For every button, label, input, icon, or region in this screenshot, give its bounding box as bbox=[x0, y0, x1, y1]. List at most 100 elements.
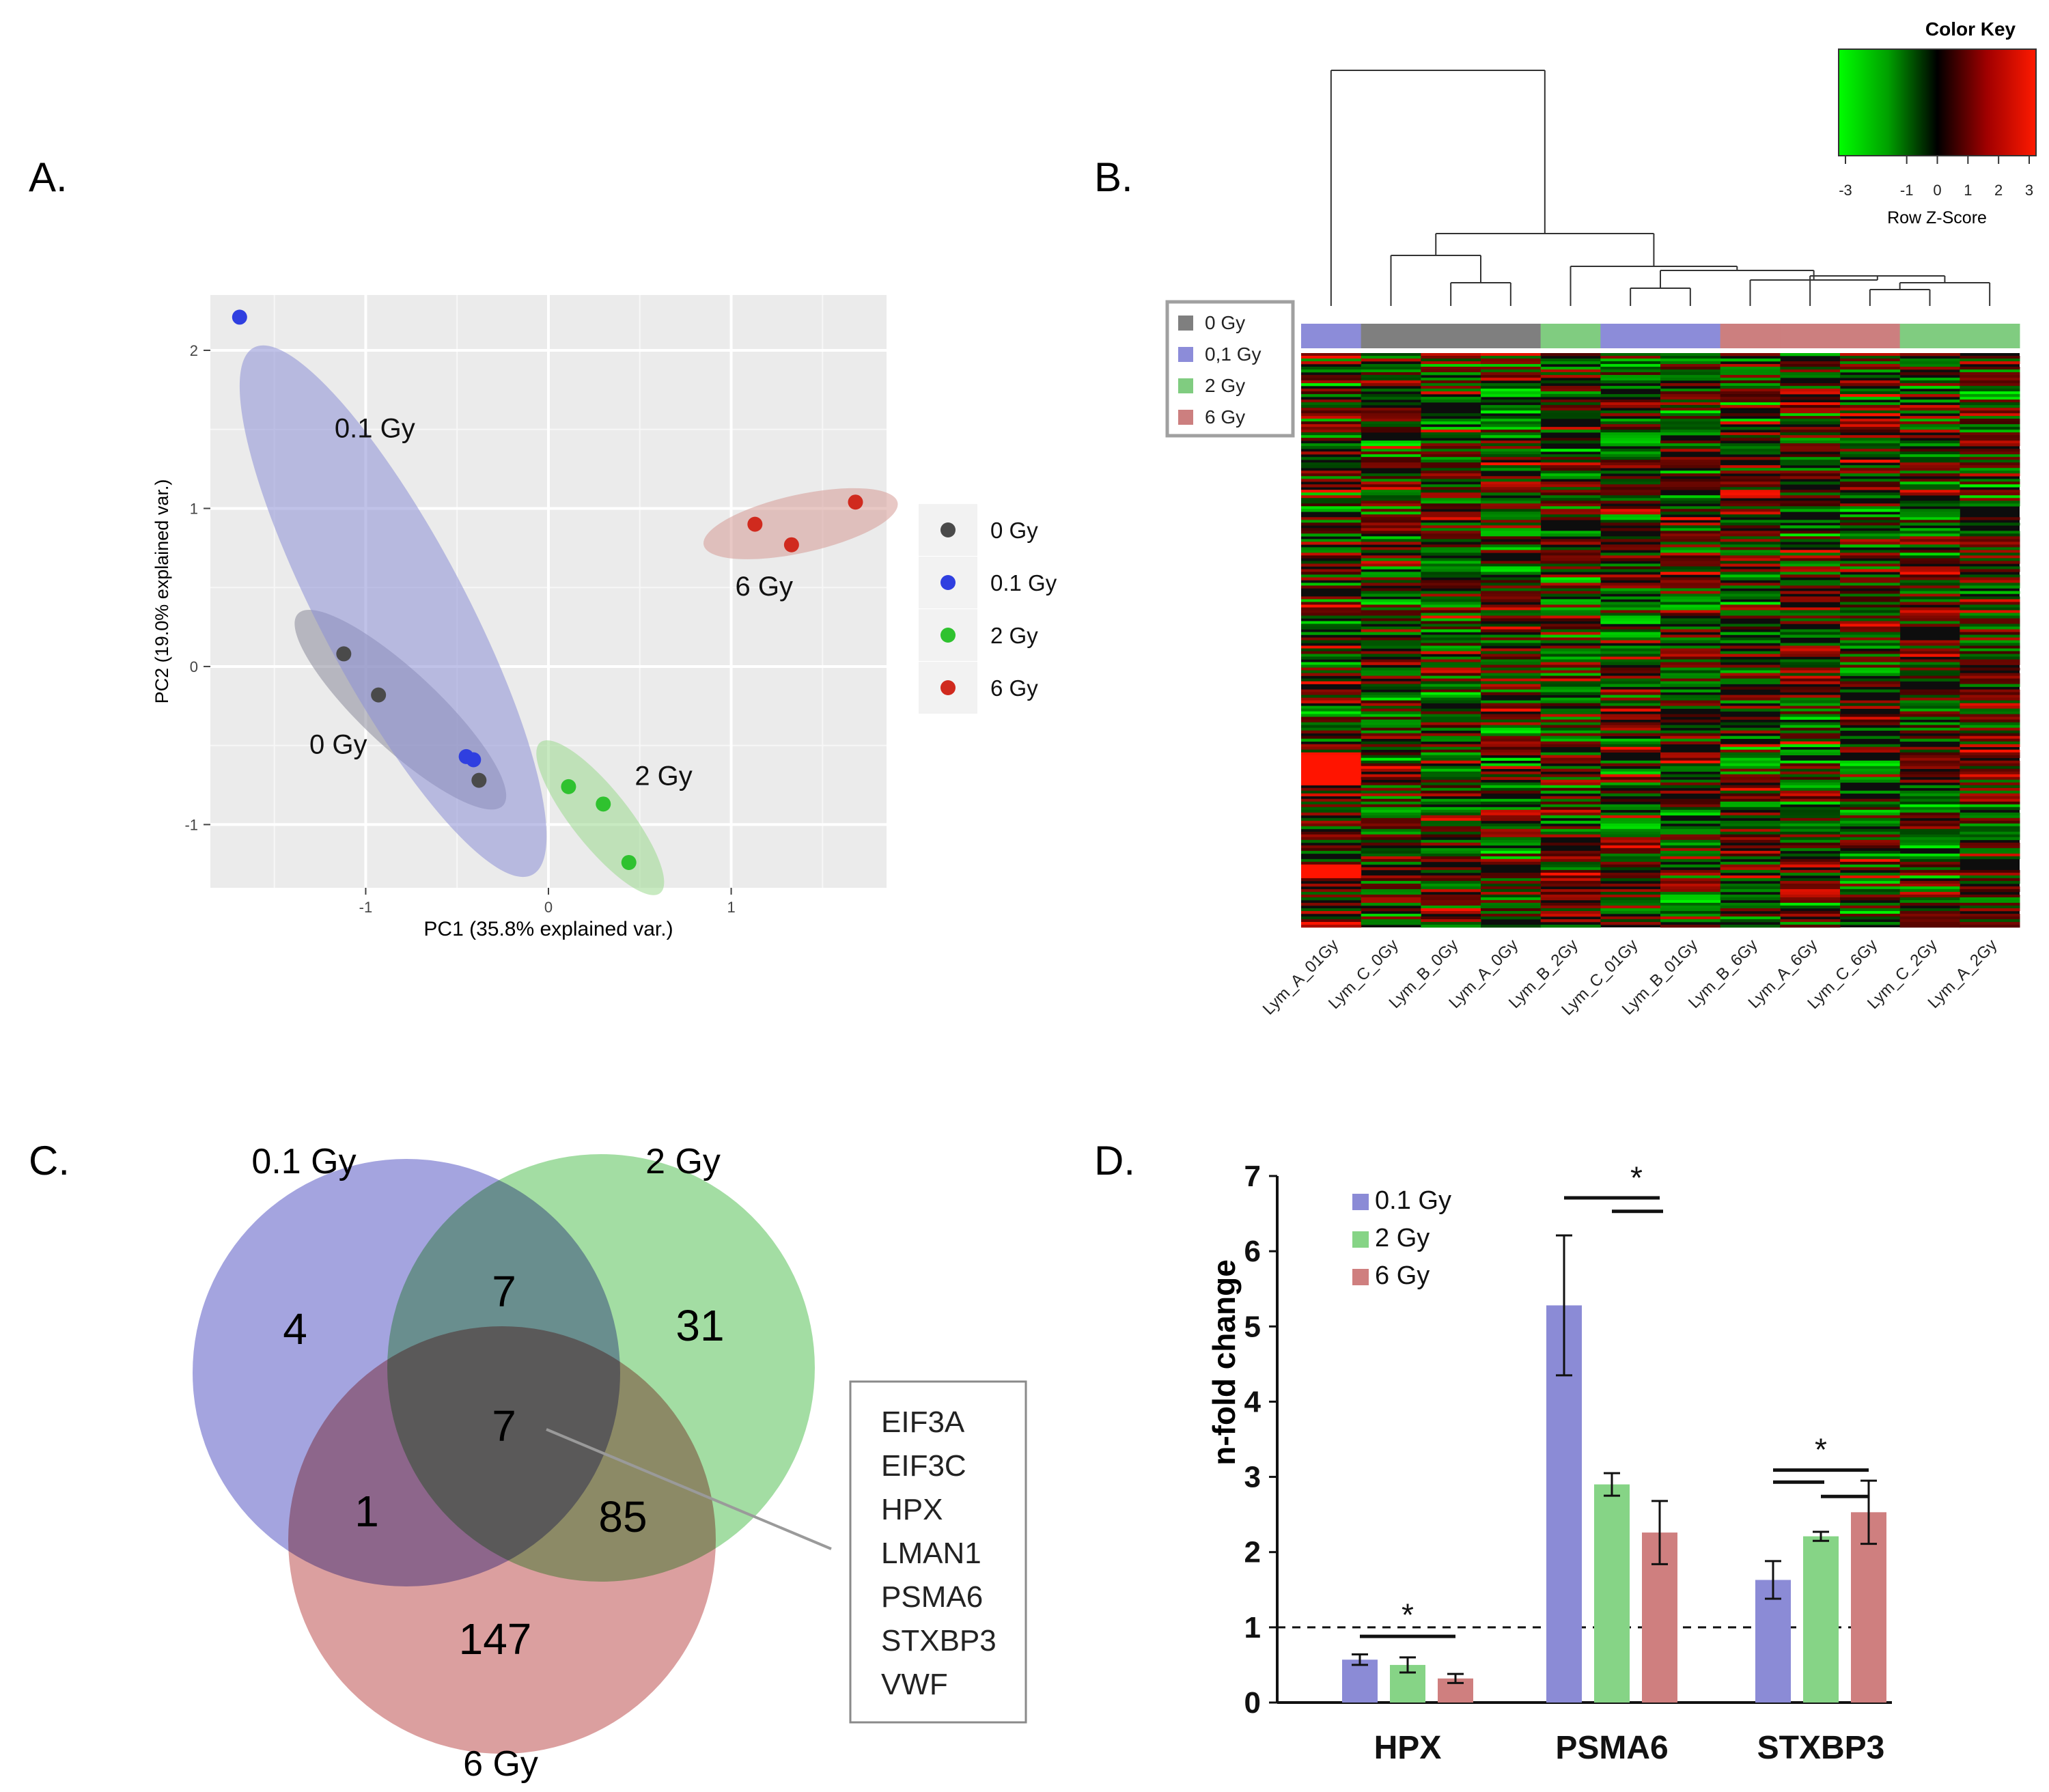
heatmap-cell bbox=[1960, 359, 2020, 362]
heatmap-cell bbox=[1481, 809, 1542, 813]
heatmap-cell bbox=[1540, 465, 1601, 468]
heatmap-legend-label: 6 Gy bbox=[1205, 406, 1245, 428]
heatmap-cell bbox=[1421, 916, 1481, 920]
heatmap-cell bbox=[1361, 888, 1421, 893]
heatmap-cell bbox=[1540, 888, 1601, 893]
heatmap-cell bbox=[1301, 359, 1362, 362]
heatmap-cell bbox=[1301, 615, 1362, 619]
heatmap-cell bbox=[1540, 673, 1601, 676]
heatmap-cell bbox=[1301, 495, 1362, 499]
venn-count-2gy-6gy: 85 bbox=[598, 1492, 647, 1541]
heatmap-cell bbox=[1481, 771, 1542, 775]
heatmap-cell bbox=[1481, 858, 1542, 863]
heatmap-cell bbox=[1899, 465, 1960, 468]
heatmap-cell bbox=[1600, 460, 1661, 463]
heatmap-cell bbox=[1960, 727, 2020, 731]
heatmap-cell bbox=[1421, 886, 1481, 890]
heatmap-cell bbox=[1540, 686, 1601, 690]
heatmap-cell bbox=[1600, 684, 1661, 687]
heatmap-cell bbox=[1780, 599, 1841, 602]
heatmap-cell bbox=[1960, 845, 2020, 849]
heatmap-cell bbox=[1361, 367, 1421, 370]
heatmap-cell bbox=[1481, 902, 1542, 906]
heatmap-cell bbox=[1540, 796, 1601, 800]
heatmap-cell bbox=[1840, 495, 1901, 499]
heatmap-cell bbox=[1960, 654, 2020, 657]
heatmap-cell bbox=[1840, 888, 1901, 893]
heatmap-cell bbox=[1600, 708, 1661, 712]
heatmap-cell bbox=[1660, 599, 1721, 602]
heatmap-cell bbox=[1361, 736, 1421, 739]
heatmap-cell bbox=[1720, 353, 1781, 356]
heatmap-cell bbox=[1301, 410, 1362, 414]
heatmap-cell bbox=[1361, 867, 1421, 871]
venn-set-label-6gy: 6 Gy bbox=[463, 1744, 538, 1784]
heatmap-cell bbox=[1481, 544, 1542, 548]
heatmap-cell bbox=[1540, 380, 1601, 384]
heatmap-cell bbox=[1720, 727, 1781, 731]
heatmap-cell bbox=[1540, 367, 1601, 370]
heatmap-cell bbox=[1600, 471, 1661, 474]
heatmap-cell bbox=[1780, 490, 1841, 493]
heatmap-cell bbox=[1361, 902, 1421, 906]
heatmap-cell bbox=[1481, 547, 1542, 550]
heatmap-cell bbox=[1301, 801, 1362, 805]
heatmap-cell bbox=[1960, 807, 2020, 811]
heatmap-cell bbox=[1301, 722, 1362, 725]
heatmap-cell bbox=[1361, 856, 1421, 860]
heatmap-cell bbox=[1720, 760, 1781, 764]
heatmap-cell bbox=[1540, 476, 1601, 479]
heatmap-cell bbox=[1899, 730, 1960, 733]
heatmap-cell bbox=[1720, 837, 1781, 841]
heatmap-cell bbox=[1540, 744, 1601, 747]
heatmap-cell bbox=[1421, 686, 1481, 690]
heatmap-cell bbox=[1481, 640, 1542, 643]
heatmap-cell bbox=[1540, 563, 1601, 567]
heatmap-cell bbox=[1481, 512, 1542, 515]
heatmap-cell bbox=[1780, 837, 1841, 841]
heatmap-cell bbox=[1540, 689, 1601, 692]
heatmap-cell bbox=[1899, 823, 1960, 827]
heatmap-cell bbox=[1481, 815, 1542, 819]
heatmap-cell bbox=[1361, 839, 1421, 843]
heatmap-cell bbox=[1600, 648, 1661, 652]
bar-category-psma6: PSMA6 bbox=[1555, 1730, 1668, 1766]
heatmap-cell bbox=[1840, 604, 1901, 608]
heatmap-cell bbox=[1720, 438, 1781, 441]
heatmap-cell bbox=[1720, 796, 1781, 800]
heatmap-cell bbox=[1840, 768, 1901, 772]
heatmap-cell bbox=[1481, 522, 1542, 526]
heatmap-group-bar-lym-b-01gy bbox=[1660, 324, 1721, 348]
heatmap-cell bbox=[1720, 826, 1781, 830]
heatmap-cell bbox=[1780, 607, 1841, 611]
heatmap-cell bbox=[1481, 703, 1542, 706]
panel-label-c: C. bbox=[29, 1138, 70, 1184]
heatmap-cell bbox=[1600, 359, 1661, 362]
heatmap-cell bbox=[1780, 413, 1841, 417]
heatmap-cell bbox=[1421, 908, 1481, 912]
heatmap-cell bbox=[1421, 610, 1481, 613]
heatmap-cell bbox=[1960, 473, 2020, 477]
heatmap-cell bbox=[1660, 689, 1721, 692]
heatmap-cell bbox=[1361, 492, 1421, 496]
heatmap-cell bbox=[1361, 785, 1421, 789]
heatmap-cell bbox=[1481, 689, 1542, 692]
heatmap-cell bbox=[1840, 823, 1901, 827]
heatmap-cell bbox=[1899, 828, 1960, 832]
heatmap-cell bbox=[1840, 812, 1901, 816]
heatmap-cell bbox=[1421, 782, 1481, 786]
heatmap-group-bar-lym-c-6gy bbox=[1840, 324, 1901, 348]
heatmap-cell bbox=[1720, 823, 1781, 827]
heatmap-cell bbox=[1600, 703, 1661, 706]
heatmap-cell bbox=[1780, 506, 1841, 509]
heatmap-cell bbox=[1600, 413, 1661, 417]
heatmap-cell bbox=[1301, 738, 1362, 742]
heatmap-cell bbox=[1960, 659, 2020, 662]
heatmap-cell bbox=[1361, 498, 1421, 501]
heatmap-cell bbox=[1780, 848, 1841, 852]
heatmap-cell bbox=[1899, 664, 1960, 668]
heatmap-cell bbox=[1540, 637, 1601, 641]
heatmap-cell bbox=[1780, 834, 1841, 838]
heatmap-cell bbox=[1421, 487, 1481, 490]
heatmap-cell bbox=[1720, 776, 1781, 781]
